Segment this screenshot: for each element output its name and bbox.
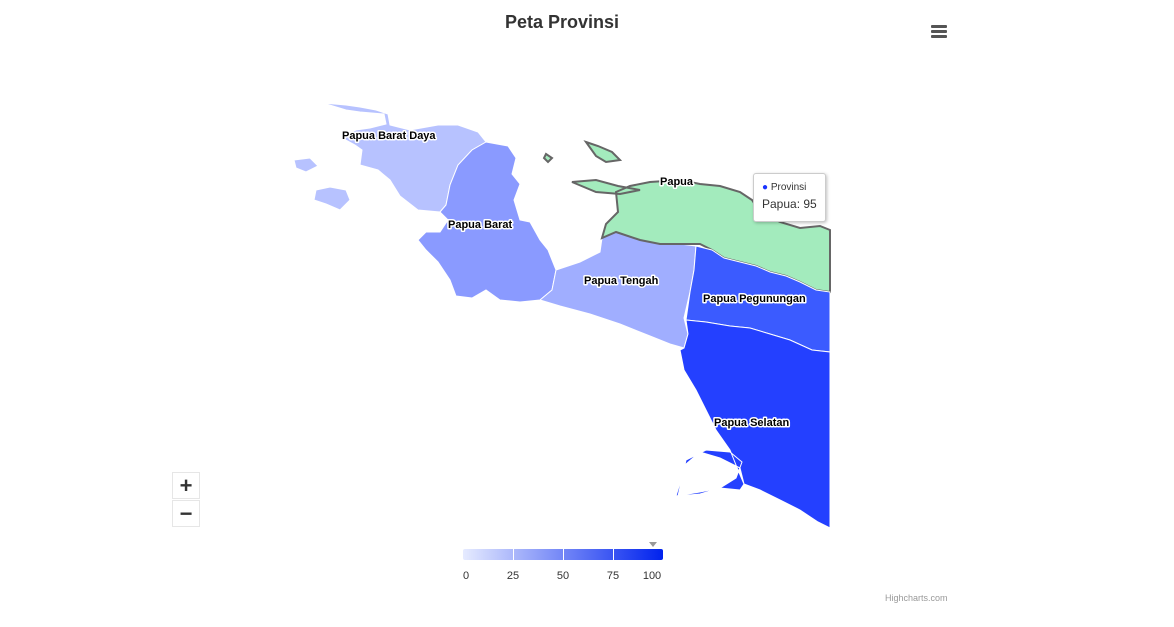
tooltip-value: Papua: 95 bbox=[762, 197, 817, 211]
region-papua-selatan[interactable] bbox=[675, 319, 831, 529]
hamburger-menu-icon bbox=[931, 25, 947, 28]
legend-tick-label: 50 bbox=[556, 570, 570, 582]
region-label-papua-selatan: Papua Selatan bbox=[714, 417, 789, 429]
chart-menu-button[interactable] bbox=[926, 18, 952, 44]
map-tooltip: ● Provinsi Papua: 95 bbox=[753, 173, 826, 222]
region-papua-barat[interactable] bbox=[417, 141, 557, 303]
hamburger-menu-icon-bar bbox=[931, 35, 947, 38]
region-label-papua-barat: Papua Barat bbox=[448, 219, 513, 231]
legend-tick-label: 75 bbox=[606, 570, 620, 582]
legend-value-marker-icon bbox=[649, 542, 657, 547]
region-label-papua-barat-daya: Papua Barat Daya bbox=[342, 130, 436, 142]
zoom-in-button[interactable]: + bbox=[172, 472, 200, 499]
zoom-controls: + − bbox=[172, 472, 200, 527]
region-label-papua-pegunungan: Papua Pegunungan bbox=[703, 293, 806, 305]
plus-icon: + bbox=[179, 472, 193, 498]
tooltip-series-name: Provinsi bbox=[770, 182, 807, 193]
legend-tick-label: 25 bbox=[506, 570, 520, 582]
series-dot-icon: ● bbox=[762, 182, 769, 193]
legend-tick-label: 0 bbox=[462, 570, 470, 582]
minus-icon: − bbox=[179, 500, 193, 526]
chart-title: Peta Provinsi bbox=[504, 12, 620, 32]
color-axis-legend: 0 25 50 75 100 bbox=[462, 540, 664, 586]
legend-gridline bbox=[613, 549, 614, 560]
legend-tick-label: 100 bbox=[642, 570, 662, 582]
hamburger-menu-icon-bar bbox=[931, 30, 947, 33]
credits-link[interactable]: Highcharts.com bbox=[885, 593, 948, 603]
region-papua-tengah[interactable] bbox=[538, 231, 697, 349]
legend-gridline bbox=[513, 549, 514, 560]
region-label-papua-tengah: Papua Tengah bbox=[584, 275, 659, 287]
legend-gridline bbox=[563, 549, 564, 560]
zoom-out-button[interactable]: − bbox=[172, 500, 200, 527]
region-label-papua: Papua bbox=[660, 176, 694, 188]
